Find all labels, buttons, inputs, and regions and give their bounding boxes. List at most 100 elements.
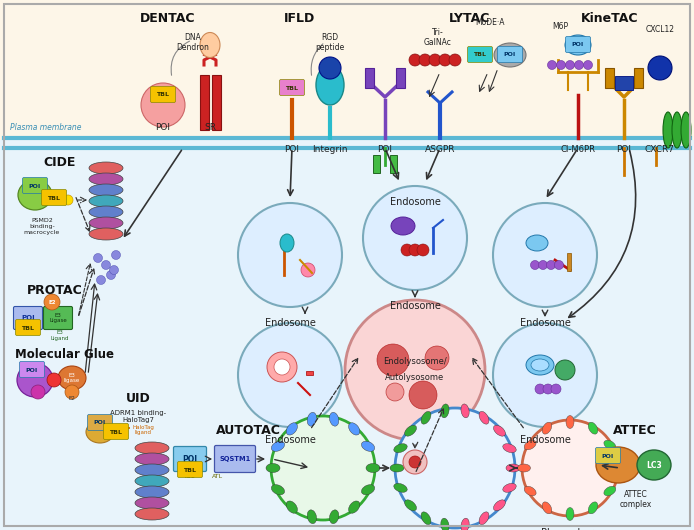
Ellipse shape — [524, 486, 536, 496]
Circle shape — [555, 360, 575, 380]
Circle shape — [47, 373, 61, 387]
Ellipse shape — [89, 206, 123, 218]
Ellipse shape — [366, 464, 380, 473]
Circle shape — [106, 270, 115, 279]
Circle shape — [429, 54, 441, 66]
Ellipse shape — [441, 518, 449, 530]
Ellipse shape — [390, 464, 404, 472]
Ellipse shape — [330, 412, 339, 426]
Text: POI: POI — [155, 123, 171, 132]
Text: Endosome: Endosome — [389, 301, 441, 311]
Bar — [373, 155, 380, 173]
Bar — [396, 68, 405, 88]
Text: E3
Ligand: E3 Ligand — [51, 330, 69, 341]
Ellipse shape — [391, 217, 415, 235]
Ellipse shape — [405, 500, 416, 511]
Text: DNA
Dendron: DNA Dendron — [176, 33, 210, 52]
Text: LC3: LC3 — [646, 461, 662, 470]
Ellipse shape — [362, 441, 375, 452]
Text: CXCL12: CXCL12 — [645, 25, 675, 34]
Ellipse shape — [89, 228, 123, 240]
Text: Endolysosome/: Endolysosome/ — [383, 358, 447, 367]
Text: ATL: ATL — [212, 474, 223, 479]
Ellipse shape — [89, 184, 123, 196]
Circle shape — [493, 323, 597, 427]
Text: CXCR7: CXCR7 — [645, 146, 675, 155]
Ellipse shape — [348, 423, 359, 435]
FancyBboxPatch shape — [498, 47, 523, 63]
Bar — [634, 68, 643, 88]
Text: E2: E2 — [49, 299, 56, 305]
Text: POI: POI — [22, 315, 35, 321]
Text: TBL: TBL — [47, 196, 60, 200]
Circle shape — [543, 384, 553, 394]
Circle shape — [63, 195, 73, 205]
Circle shape — [101, 261, 110, 269]
Text: PROTAC: PROTAC — [27, 284, 83, 296]
Text: KineTAC: KineTAC — [582, 12, 638, 24]
Ellipse shape — [672, 112, 682, 148]
Text: Phagophore: Phagophore — [541, 528, 599, 530]
Circle shape — [301, 263, 315, 277]
Ellipse shape — [18, 180, 52, 210]
Ellipse shape — [89, 162, 123, 174]
Text: HaloTag
ligand: HaloTag ligand — [132, 425, 154, 436]
Ellipse shape — [493, 500, 505, 511]
Circle shape — [548, 60, 557, 69]
Circle shape — [403, 450, 427, 474]
Circle shape — [546, 261, 555, 269]
FancyBboxPatch shape — [42, 190, 67, 206]
Ellipse shape — [421, 411, 431, 424]
Ellipse shape — [663, 112, 673, 148]
Ellipse shape — [565, 35, 591, 55]
Circle shape — [238, 323, 342, 427]
Circle shape — [425, 346, 449, 370]
Ellipse shape — [479, 512, 489, 525]
Ellipse shape — [421, 512, 431, 525]
Ellipse shape — [405, 425, 416, 436]
Circle shape — [110, 266, 119, 275]
Ellipse shape — [494, 43, 526, 67]
Text: Endosome: Endosome — [389, 197, 441, 207]
Circle shape — [539, 261, 548, 269]
Bar — [306, 371, 313, 375]
Text: E3
Ligase: E3 Ligase — [49, 313, 67, 323]
Ellipse shape — [266, 464, 280, 473]
FancyBboxPatch shape — [13, 306, 42, 330]
Text: TBL: TBL — [285, 85, 298, 91]
Circle shape — [409, 456, 421, 468]
Ellipse shape — [526, 355, 554, 375]
Text: TBL: TBL — [183, 467, 196, 473]
Ellipse shape — [135, 464, 169, 476]
Text: POI: POI — [378, 146, 393, 155]
Ellipse shape — [307, 412, 316, 426]
Ellipse shape — [58, 366, 86, 390]
Ellipse shape — [493, 425, 505, 436]
Ellipse shape — [271, 484, 285, 495]
Bar — [200, 75, 209, 130]
Circle shape — [584, 60, 593, 69]
Circle shape — [417, 244, 429, 256]
Circle shape — [267, 352, 297, 382]
Text: POI: POI — [616, 146, 632, 155]
Ellipse shape — [502, 444, 516, 453]
Text: Endosome: Endosome — [264, 318, 316, 328]
Text: Molecular Glue: Molecular Glue — [15, 349, 115, 361]
Ellipse shape — [89, 217, 123, 229]
Ellipse shape — [200, 32, 220, 57]
Ellipse shape — [135, 442, 169, 454]
Text: LYTAC: LYTAC — [449, 12, 491, 24]
Text: TBL: TBL — [22, 325, 35, 331]
Ellipse shape — [135, 475, 169, 487]
Text: IFLD: IFLD — [285, 12, 316, 24]
FancyBboxPatch shape — [22, 178, 47, 193]
Text: Endosome: Endosome — [520, 318, 570, 328]
Ellipse shape — [135, 453, 169, 465]
FancyBboxPatch shape — [280, 80, 305, 95]
FancyBboxPatch shape — [87, 414, 112, 430]
Circle shape — [551, 384, 561, 394]
Ellipse shape — [271, 441, 285, 452]
Ellipse shape — [461, 518, 469, 530]
Ellipse shape — [589, 422, 598, 434]
Ellipse shape — [681, 112, 691, 148]
